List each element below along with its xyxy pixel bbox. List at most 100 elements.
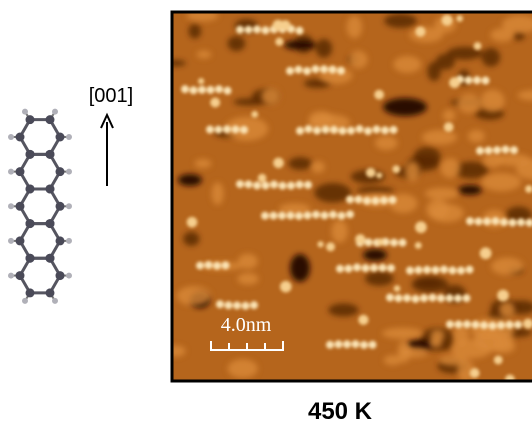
light-patch	[311, 161, 325, 173]
light-patch	[238, 254, 258, 269]
molecule-dot	[379, 264, 387, 272]
molecule-dot	[245, 180, 253, 188]
carbon-atom	[46, 219, 55, 228]
molecule-dot	[207, 86, 215, 94]
molecule-dot	[370, 264, 378, 272]
hydrogen-atom	[66, 134, 72, 140]
dark-spot	[458, 185, 482, 195]
molecule-dot	[390, 239, 398, 247]
molecule-dot	[352, 340, 360, 348]
molecule-dot	[502, 145, 510, 153]
dark-spot	[284, 40, 316, 50]
molecule-dot	[279, 182, 287, 190]
light-patch	[499, 302, 515, 318]
dark-spot	[290, 254, 310, 282]
bright-dot	[415, 242, 422, 249]
bright-dot	[497, 290, 509, 302]
carbon-atom	[56, 167, 65, 176]
molecule-dot	[493, 146, 501, 154]
molecule-dot	[360, 341, 368, 349]
light-patch	[468, 130, 485, 143]
molecule-dot	[353, 263, 361, 271]
light-patch	[482, 173, 522, 191]
molecule-dot	[373, 125, 381, 133]
light-patch	[382, 328, 423, 339]
light-patch	[430, 204, 464, 222]
carbon-atom	[46, 184, 55, 193]
light-patch	[440, 158, 460, 178]
light-patch	[349, 51, 368, 69]
hydrogen-atom	[8, 134, 14, 140]
molecule-dot	[337, 67, 345, 75]
molecule-dot	[347, 127, 355, 135]
molecule-dot	[236, 180, 244, 188]
molecule-dot	[287, 212, 295, 220]
carbon-atom	[56, 271, 65, 280]
dark-patch	[314, 183, 351, 203]
molecule-dot	[206, 126, 214, 134]
molecule-dot	[415, 266, 423, 274]
molecule-dot	[517, 218, 525, 226]
molecule-dot	[270, 180, 278, 188]
light-patch	[491, 258, 524, 275]
dark-patch	[414, 147, 441, 167]
bright-dot	[480, 247, 492, 259]
molecule-dot	[506, 321, 514, 329]
carbon-atom	[56, 236, 65, 245]
dark-patch	[415, 279, 442, 286]
carbon-atom	[16, 202, 25, 211]
bright-dot	[258, 174, 267, 183]
molecule-dot	[181, 85, 189, 93]
light-patch	[195, 159, 212, 168]
light-patch	[451, 340, 492, 359]
light-patch	[375, 136, 398, 150]
bright-dot	[456, 15, 463, 22]
molecule-dot	[381, 126, 389, 134]
dark-spot	[383, 98, 427, 116]
molecule-dot	[432, 266, 440, 274]
molecule-dot	[287, 182, 295, 190]
molecule-dot	[236, 26, 244, 34]
molecule-dot	[312, 65, 320, 73]
hydrogen-atom	[22, 298, 28, 304]
molecule-dot	[222, 261, 230, 269]
molecule-dot	[304, 181, 312, 189]
molecule-dot	[365, 238, 373, 246]
molecule-dot	[312, 211, 320, 219]
molecule-dot	[304, 211, 312, 219]
carbon-atom	[16, 271, 25, 280]
molecule-dot	[403, 294, 411, 302]
molecule-dot	[295, 212, 303, 220]
molecule-dot	[406, 267, 414, 275]
dark-patch	[188, 24, 201, 39]
molecule-dot	[446, 320, 454, 328]
molecule-dot	[420, 294, 428, 302]
light-patch	[425, 188, 459, 200]
bright-dot	[273, 20, 284, 31]
molecule-dot	[412, 295, 420, 303]
molecule-dot	[215, 85, 223, 93]
molecule-dot	[232, 125, 240, 133]
carbon-atom	[26, 219, 35, 228]
carbon-atom	[26, 115, 35, 124]
molecule-dot	[224, 87, 232, 95]
bright-dot	[505, 374, 515, 384]
molecule-dot	[215, 126, 223, 134]
dark-patch	[427, 62, 441, 81]
molecule-dot	[196, 262, 204, 270]
light-patch	[309, 111, 333, 126]
carbon-atom	[26, 184, 35, 193]
molecule-dot	[372, 197, 380, 205]
dark-patch	[228, 36, 246, 51]
dark-patch	[482, 48, 501, 67]
hydrogen-atom	[8, 169, 14, 175]
bright-dot	[449, 77, 460, 88]
molecule-dot	[497, 321, 505, 329]
light-patch	[405, 161, 419, 181]
molecule-dot	[346, 196, 354, 204]
molecule-dot	[213, 262, 221, 270]
light-patch	[164, 345, 185, 356]
molecule-dot	[489, 322, 497, 330]
molecule-dot	[355, 196, 363, 204]
dark-patch	[165, 60, 186, 66]
